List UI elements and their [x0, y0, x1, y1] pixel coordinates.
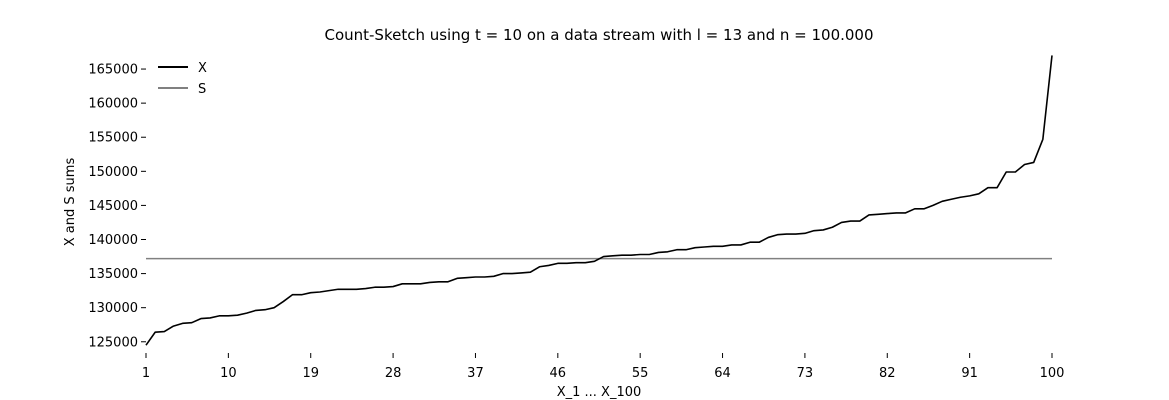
chart-title: Count-Sketch using t = 10 on a data stre… — [324, 26, 873, 44]
series-layer — [145, 55, 1053, 346]
x-tick-label: 73 — [797, 366, 814, 381]
x-tick-label: 19 — [302, 366, 319, 381]
legend: X S — [158, 61, 207, 97]
x-axis-label: X_1 ... X_100 — [557, 385, 642, 400]
x-tick-label: 82 — [879, 366, 896, 381]
x-tick-label: 28 — [385, 366, 402, 381]
series-line-x — [145, 55, 1053, 346]
plot-area: 125000 130000 135000 140000 145000 150000 1550… — [88, 55, 1064, 381]
y-axis: 125000 130000 135000 140000 145000 150000 1550… — [88, 63, 146, 350]
y-tick-label: 155000 — [88, 131, 138, 146]
y-tick-label: 140000 — [88, 233, 138, 248]
y-axis-label: X and S sums — [63, 158, 78, 247]
y-tick-label: 150000 — [88, 165, 138, 180]
y-tick-label: 145000 — [88, 199, 138, 214]
y-tick-label: 165000 — [88, 63, 138, 78]
y-tick-label: 135000 — [88, 267, 138, 282]
x-tick-label: 91 — [961, 366, 978, 381]
x-tick-label: 10 — [220, 366, 237, 381]
x-tick-label: 55 — [632, 366, 649, 381]
x-tick-label: 100 — [1040, 366, 1065, 381]
legend-label-s: S — [198, 82, 206, 97]
x-tick-label: 46 — [550, 366, 567, 381]
x-tick-label: 1 — [142, 366, 150, 381]
y-tick-label: 130000 — [88, 301, 138, 316]
legend-label-x: X — [198, 61, 207, 76]
x-tick-label: 37 — [467, 366, 484, 381]
y-tick-label: 160000 — [88, 97, 138, 112]
x-tick-label: 64 — [714, 366, 731, 381]
x-axis: 1 10 19 28 37 46 55 64 73 82 91 100 — [142, 353, 1065, 381]
y-tick-label: 125000 — [88, 335, 138, 350]
